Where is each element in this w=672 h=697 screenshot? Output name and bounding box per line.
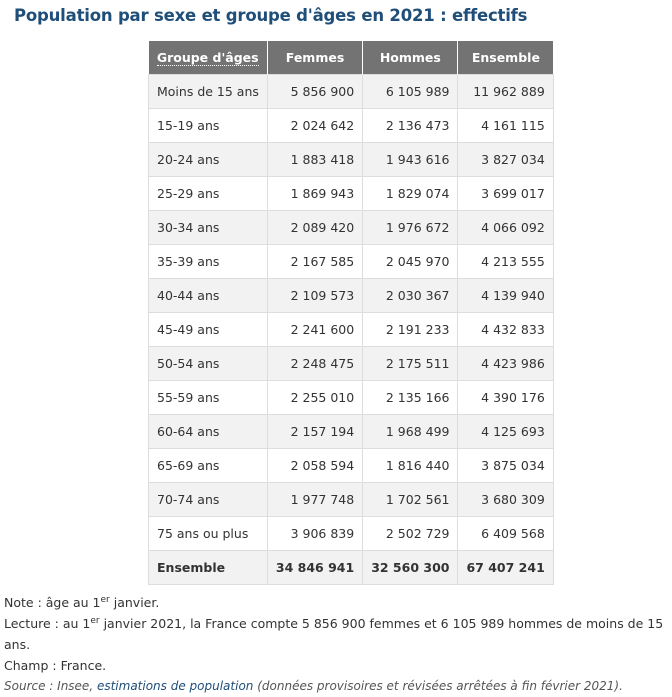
ensemble-cell: 3 699 017: [457, 176, 554, 211]
table-row: 30-34 ans 2 089 420 1 976 672 4 066 092: [148, 210, 554, 245]
age-group-cell: 15-19 ans: [148, 108, 268, 143]
ensemble-cell: 3 680 309: [457, 482, 554, 517]
age-group-cell: 60-64 ans: [148, 414, 268, 449]
lecture-line: Lecture : au 1er janvier 2021, la France…: [4, 615, 664, 652]
age-group-cell: 75 ans ou plus: [148, 516, 268, 551]
femmes-cell: 2 241 600: [266, 312, 364, 347]
source-line: Source : Insee, estimations de populatio…: [4, 679, 623, 693]
header-age-group-label: Groupe d'âges: [156, 50, 259, 66]
ensemble-cell: 3 827 034: [457, 142, 554, 177]
age-group-cell: 35-39 ans: [148, 244, 268, 279]
hommes-cell: 2 045 970: [362, 244, 459, 279]
age-group-cell: 45-49 ans: [148, 312, 268, 347]
ensemble-cell: 6 409 568: [457, 516, 554, 551]
hommes-cell: 1 702 561: [362, 482, 459, 517]
femmes-cell: 3 906 839: [266, 516, 364, 551]
femmes-cell: 2 058 594: [266, 448, 364, 483]
hommes-cell: 1 976 672: [362, 210, 459, 245]
page-title: Population par sexe et groupe d'âges en …: [14, 6, 528, 25]
notes-block: Note : âge au 1er janvier. Lecture : au …: [4, 592, 672, 697]
table-body: Moins de 15 ans 5 856 900 6 105 989 11 962 …: [148, 74, 554, 585]
hommes-cell: 2 136 473: [362, 108, 459, 143]
hommes-cell: 2 030 367: [362, 278, 459, 313]
table-row: 20-24 ans 1 883 418 1 943 616 3 827 034: [148, 142, 554, 177]
hommes-cell: 2 191 233: [362, 312, 459, 347]
table-row: 65-69 ans 2 058 594 1 816 440 3 875 034: [148, 448, 554, 483]
header-femmes: Femmes: [266, 41, 363, 75]
femmes-cell: 2 167 585: [266, 244, 364, 279]
header-ensemble: Ensemble: [457, 41, 554, 75]
ensemble-cell: 67 407 241: [457, 550, 554, 585]
hommes-cell: 1 816 440: [362, 448, 459, 483]
table-row: Moins de 15 ans 5 856 900 6 105 989 11 962 …: [148, 74, 554, 109]
table-row: 15-19 ans 2 024 642 2 136 473 4 161 115: [148, 108, 554, 143]
hommes-cell: 1 968 499: [362, 414, 459, 449]
population-table: Groupe d'âges Femmes Hommes Ensemble Moi…: [148, 41, 554, 585]
hommes-cell: 32 560 300: [362, 550, 459, 585]
source-link[interactable]: estimations de population: [96, 679, 254, 693]
hommes-cell: 6 105 989: [362, 74, 459, 109]
hommes-cell: 1 829 074: [362, 176, 459, 211]
table-row: 70-74 ans 1 977 748 1 702 561 3 680 309: [148, 482, 554, 517]
table-row: 60-64 ans 2 157 194 1 968 499 4 125 693: [148, 414, 554, 449]
header-age-group[interactable]: Groupe d'âges: [148, 41, 268, 75]
ensemble-cell: 3 875 034: [457, 448, 554, 483]
hommes-cell: 2 502 729: [362, 516, 459, 551]
femmes-cell: 1 869 943: [266, 176, 364, 211]
femmes-cell: 2 024 642: [266, 108, 364, 143]
ensemble-cell: 4 432 833: [457, 312, 554, 347]
table-row: 40-44 ans 2 109 573 2 030 367 4 139 940: [148, 278, 554, 313]
table-row: 45-49 ans 2 241 600 2 191 233 4 432 833: [148, 312, 554, 347]
hommes-cell: 1 943 616: [362, 142, 459, 177]
age-group-cell: 20-24 ans: [148, 142, 268, 177]
ensemble-cell: 4 125 693: [457, 414, 554, 449]
ensemble-cell: 4 139 940: [457, 278, 554, 313]
ensemble-cell: 4 213 555: [457, 244, 554, 279]
note-line: Note : âge au 1er janvier.: [4, 594, 160, 610]
femmes-cell: 2 089 420: [266, 210, 364, 245]
age-group-cell: 55-59 ans: [148, 380, 268, 415]
age-group-cell: 70-74 ans: [148, 482, 268, 517]
femmes-cell: 2 248 475: [266, 346, 364, 381]
age-group-cell: Moins de 15 ans: [148, 74, 268, 109]
table-row: 25-29 ans 1 869 943 1 829 074 3 699 017: [148, 176, 554, 211]
ensemble-cell: 4 161 115: [457, 108, 554, 143]
femmes-cell: 2 109 573: [266, 278, 364, 313]
age-group-cell: 40-44 ans: [148, 278, 268, 313]
hommes-cell: 2 135 166: [362, 380, 459, 415]
header-hommes: Hommes: [362, 41, 458, 75]
champ-line: Champ : France.: [4, 658, 107, 673]
hommes-cell: 2 175 511: [362, 346, 459, 381]
table-row: 75 ans ou plus 3 906 839 2 502 729 6 409 56…: [148, 516, 554, 551]
femmes-cell: 1 883 418: [266, 142, 364, 177]
age-group-cell: 65-69 ans: [148, 448, 268, 483]
age-group-cell: Ensemble: [148, 550, 268, 585]
femmes-cell: 2 255 010: [266, 380, 364, 415]
ensemble-cell: 11 962 889: [457, 74, 554, 109]
femmes-cell: 34 846 941: [266, 550, 364, 585]
age-group-cell: 30-34 ans: [148, 210, 268, 245]
table-row: 50-54 ans 2 248 475 2 175 511 4 423 986: [148, 346, 554, 381]
femmes-cell: 2 157 194: [266, 414, 364, 449]
table-row: 55-59 ans 2 255 010 2 135 166 4 390 176: [148, 380, 554, 415]
table-row: 35-39 ans 2 167 585 2 045 970 4 213 555: [148, 244, 554, 279]
table-total-row: Ensemble 34 846 941 32 560 300 67 407 241: [148, 550, 554, 585]
femmes-cell: 1 977 748: [266, 482, 364, 517]
ensemble-cell: 4 066 092: [457, 210, 554, 245]
femmes-cell: 5 856 900: [266, 74, 364, 109]
ensemble-cell: 4 423 986: [457, 346, 554, 381]
ensemble-cell: 4 390 176: [457, 380, 554, 415]
age-group-cell: 25-29 ans: [148, 176, 268, 211]
age-group-cell: 50-54 ans: [148, 346, 268, 381]
table-header-row: Groupe d'âges Femmes Hommes Ensemble: [148, 41, 554, 75]
